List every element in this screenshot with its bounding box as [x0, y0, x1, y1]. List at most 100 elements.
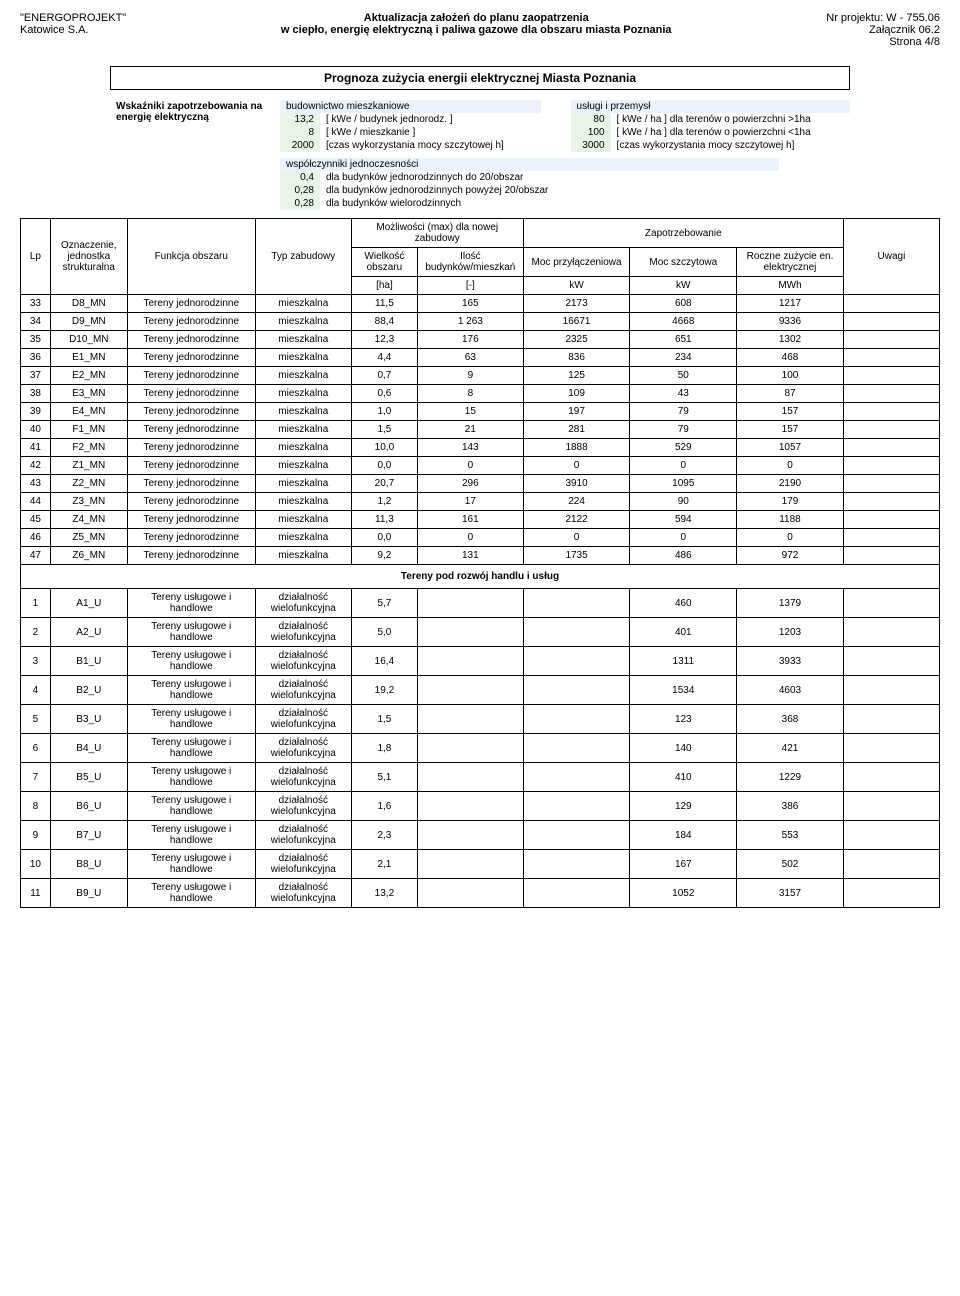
cell-w: 0,7: [351, 367, 417, 385]
cell-il: [418, 821, 524, 850]
cell-uwagi: [843, 647, 939, 676]
cell-oz: B6_U: [50, 792, 127, 821]
cell-mp: 0: [523, 529, 630, 547]
cell-ms: 486: [630, 547, 737, 565]
table-row: 40F1_MNTereny jednorodzinnemieszkalna1,5…: [21, 421, 940, 439]
cell-rz: 0: [737, 457, 844, 475]
col-ty: Typ zabudowy: [255, 219, 351, 295]
table-row: 33D8_MNTereny jednorodzinnemieszkalna11,…: [21, 295, 940, 313]
cell-uwagi: [843, 734, 939, 763]
cell-w: 1,6: [351, 792, 417, 821]
cell-ms: 90: [630, 493, 737, 511]
cell-lp: 8: [21, 792, 51, 821]
cell-ms: 608: [630, 295, 737, 313]
cell-w: 1,5: [351, 705, 417, 734]
cell-oz: D10_MN: [50, 331, 127, 349]
cell-oz: E2_MN: [50, 367, 127, 385]
col-ilosc: Ilość budynków/mieszkań: [418, 248, 524, 277]
table-row: 37E2_MNTereny jednorodzinnemieszkalna0,7…: [21, 367, 940, 385]
unit-kw2: kW: [630, 277, 737, 295]
col-lp: Lp: [21, 219, 51, 295]
cell-ms: 4668: [630, 313, 737, 331]
cell-il: 0: [418, 457, 524, 475]
cell-oz: Z1_MN: [50, 457, 127, 475]
cell-fo: Tereny jednorodzinne: [127, 349, 255, 367]
cell-fo: Tereny jednorodzinne: [127, 529, 255, 547]
table-row: 36E1_MNTereny jednorodzinnemieszkalna4,4…: [21, 349, 940, 367]
cell-lp: 37: [21, 367, 51, 385]
cell-rz: 157: [737, 403, 844, 421]
table-row: 11B9_UTereny usługowe i handlowedziałaln…: [21, 879, 940, 908]
cell-mp: 16671: [523, 313, 630, 331]
coef-label: współczynniki jednoczesności: [280, 158, 779, 171]
cell-lp: 44: [21, 493, 51, 511]
cell-oz: B5_U: [50, 763, 127, 792]
table-row: 45Z4_MNTereny jednorodzinnemieszkalna11,…: [21, 511, 940, 529]
cell-rz: 386: [737, 792, 844, 821]
cell-ty: mieszkalna: [255, 403, 351, 421]
cell-w: 16,4: [351, 647, 417, 676]
cell-lp: 7: [21, 763, 51, 792]
cell-uwagi: [843, 439, 939, 457]
cell-w: 5,1: [351, 763, 417, 792]
cell-uwagi: [843, 850, 939, 879]
cell-uwagi: [843, 589, 939, 618]
cell-oz: B7_U: [50, 821, 127, 850]
col-zp: Zapotrzebowanie: [523, 219, 843, 248]
cell-rz: 368: [737, 705, 844, 734]
cell-oz: D9_MN: [50, 313, 127, 331]
cell-il: [418, 676, 524, 705]
cell-fo: Tereny jednorodzinne: [127, 295, 255, 313]
cell-il: [418, 792, 524, 821]
section-label: Tereny pod rozwój handlu i usług: [21, 565, 940, 589]
cell-ty: działalność wielofunkcyjna: [255, 792, 351, 821]
cell-fo: Tereny usługowe i handlowe: [127, 676, 255, 705]
cell-ty: mieszkalna: [255, 475, 351, 493]
cell-il: 161: [418, 511, 524, 529]
cell-ms: 0: [630, 529, 737, 547]
cell-lp: 1: [21, 589, 51, 618]
cell-mp: 0: [523, 457, 630, 475]
cell-fo: Tereny jednorodzinne: [127, 421, 255, 439]
cell-ty: mieszkalna: [255, 529, 351, 547]
table-row: 2A2_UTereny usługowe i handlowedziałalno…: [21, 618, 940, 647]
cell-w: 9,2: [351, 547, 417, 565]
cell-w: 20,7: [351, 475, 417, 493]
cell-uwagi: [843, 403, 939, 421]
cell-w: 12,3: [351, 331, 417, 349]
param-r0-v: 80: [571, 113, 611, 126]
cell-il: 296: [418, 475, 524, 493]
table-title: Prognoza zużycia energii elektrycznej Mi…: [110, 66, 850, 90]
cell-rz: 468: [737, 349, 844, 367]
table-row: 46Z5_MNTereny jednorodzinnemieszkalna0,0…: [21, 529, 940, 547]
header-left1: "ENERGOPROJEKT": [20, 12, 126, 24]
cell-fo: Tereny usługowe i handlowe: [127, 647, 255, 676]
param-r1-v: 100: [571, 126, 611, 139]
col-moz: Możliwości (max) dla nowej zabudowy: [351, 219, 523, 248]
cell-uwagi: [843, 705, 939, 734]
cell-lp: 5: [21, 705, 51, 734]
cell-lp: 4: [21, 676, 51, 705]
cell-il: 8: [418, 385, 524, 403]
cell-fo: Tereny usługowe i handlowe: [127, 763, 255, 792]
cell-ty: działalność wielofunkcyjna: [255, 734, 351, 763]
param-l1-u: [ kWe / mieszkanie ]: [320, 126, 541, 139]
cell-rz: 0: [737, 529, 844, 547]
cell-oz: B8_U: [50, 850, 127, 879]
cell-ty: mieszkalna: [255, 331, 351, 349]
table-row: 47Z6_MNTereny jednorodzinnemieszkalna9,2…: [21, 547, 940, 565]
cell-oz: B2_U: [50, 676, 127, 705]
cell-oz: B9_U: [50, 879, 127, 908]
col-ms: Moc szczytowa: [630, 248, 737, 277]
header-center1: Aktualizacja założeń do planu zaopatrzen…: [281, 12, 672, 24]
cell-ty: mieszkalna: [255, 349, 351, 367]
cell-mp: 281: [523, 421, 630, 439]
col-oz: Oznaczenie, jednostka strukturalna: [50, 219, 127, 295]
cell-ms: 234: [630, 349, 737, 367]
cell-lp: 34: [21, 313, 51, 331]
cell-il: 9: [418, 367, 524, 385]
cell-il: 176: [418, 331, 524, 349]
cell-w: 88,4: [351, 313, 417, 331]
cell-w: 10,0: [351, 439, 417, 457]
cell-oz: A2_U: [50, 618, 127, 647]
